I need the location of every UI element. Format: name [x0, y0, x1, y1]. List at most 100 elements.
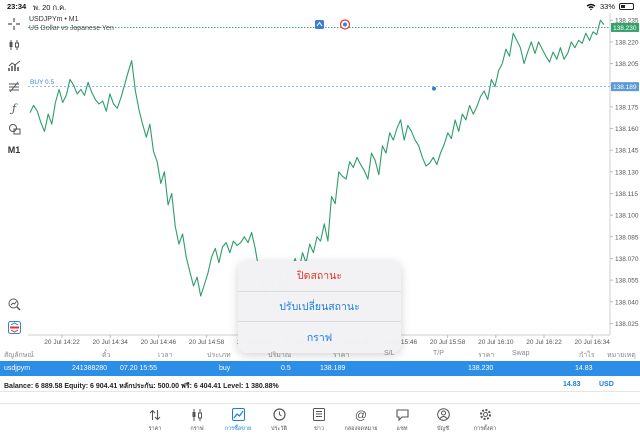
position-row[interactable]: usdjpym 241388280 07.20 15:55 buy 0.5 13…	[0, 361, 640, 376]
row-ticket: 241388280	[72, 365, 108, 372]
tab-label: การตั้งค่า	[473, 426, 497, 432]
position-line-label: BUY 0.5	[30, 79, 54, 86]
chart-type-candles-icon[interactable]	[6, 38, 22, 52]
price-tick-label: 138.205	[615, 61, 639, 68]
tab-mailbox[interactable]: @ กล่องจดหมาย	[341, 407, 381, 433]
tab-charts[interactable]: กราฟ	[177, 407, 217, 433]
col-symbol: สัญลักษณ์	[4, 352, 34, 359]
col-comment: หมายเหตุ	[607, 352, 636, 359]
col-swap: Swap	[512, 350, 530, 357]
price-tick-label: 138.130	[615, 169, 639, 176]
col-tp: T/P	[433, 350, 444, 357]
objects-icon[interactable]	[6, 80, 22, 94]
col-time: เวลา	[158, 352, 173, 359]
price-tick-label: 138.220	[615, 39, 639, 46]
current-price-badge	[611, 22, 639, 32]
col-volume: ปริมาณ	[268, 352, 292, 359]
time-tick-label: 20 Jul 14:22	[44, 339, 80, 346]
symbol-title: USDJPYm • M1	[29, 16, 79, 23]
function-icon[interactable]: ƒ	[11, 101, 17, 115]
position-price-label: 138.189	[613, 84, 637, 91]
price-tick-label: 138.235	[615, 18, 639, 25]
tab-news[interactable]: ข่าว	[299, 407, 339, 433]
zoom-icon[interactable]	[6, 297, 22, 311]
row-profit: 14.83	[575, 365, 593, 372]
settings-gear-icon	[465, 407, 505, 422]
positions-table-header: สัญลักษณ์ ตั๋ว เวลา ประเภท ปริมาณ ราคา S…	[0, 348, 640, 360]
price-chart[interactable]: 138.235138.220138.205138.190138.175138.1…	[28, 13, 640, 348]
buy-button-dot	[343, 22, 347, 27]
tab-label: กราฟ	[190, 426, 204, 432]
balance-summary: Balance: 6 889.58 Equity: 6 904.41 หลักป…	[4, 383, 279, 390]
time-tick-label: 20 Jul 14:58	[189, 339, 225, 346]
price-tick-label: 138.175	[615, 104, 639, 111]
price-series-line	[29, 19, 605, 301]
col-ticket: ตั๋ว	[102, 352, 111, 359]
trade-entry-marker	[432, 86, 436, 91]
price-tick-label: 138.100	[615, 213, 639, 220]
time-tick-label: 20 Jul 14:46	[141, 339, 177, 346]
history-clock-icon	[259, 407, 299, 422]
tab-history[interactable]: ประวัติ	[259, 407, 299, 433]
row-symbol: usdjpym	[4, 365, 31, 372]
time-tick-label: 20 Jul 16:10	[478, 339, 514, 346]
position-action-sheet: ปิดสถานะ ปรับเปลี่ยนสถานะ กราฟ	[238, 261, 401, 353]
wifi-icon	[586, 3, 596, 10]
tab-label: กล่องจดหมาย	[344, 426, 378, 432]
symbol-description: US Dollar vs Japanese Yen	[29, 25, 114, 32]
row-volume: 0.5	[281, 365, 291, 372]
time-tick-label: 20 Jul 16:34	[574, 339, 610, 346]
battery-percent: 33%	[599, 2, 615, 11]
tab-accounts[interactable]: บัญชี	[423, 407, 463, 433]
sell-arrow	[316, 21, 323, 27]
position-price-badge	[611, 82, 639, 92]
modify-position-option[interactable]: ปรับเปลี่ยนสถานะ	[238, 292, 401, 323]
time-tick-label: 20 Jul 14:34	[92, 339, 128, 346]
price-tick-label: 138.025	[615, 321, 639, 328]
crosshair-icon[interactable]	[6, 17, 22, 31]
time-tick-label: 20 Jul 15:58	[430, 339, 466, 346]
battery-icon	[619, 3, 634, 10]
mailbox-at-icon: @	[354, 407, 368, 422]
tab-label: ราคา	[148, 426, 162, 432]
date: พ. 20 ก.ค.	[33, 3, 67, 12]
news-icon	[299, 407, 339, 422]
clock: 23:34	[7, 2, 27, 11]
row-open-price: 138.189	[320, 365, 346, 372]
close-position-option[interactable]: ปิดสถานะ	[238, 261, 401, 292]
row-price: 138.230	[468, 365, 494, 372]
time-tick-label: 20 Jul 16:22	[526, 339, 562, 346]
chart-option[interactable]: กราฟ	[306, 331, 333, 344]
account-currency: USD	[599, 381, 614, 388]
row-type: buy	[219, 365, 231, 372]
indicators-icon[interactable]	[6, 59, 22, 73]
total-profit: 14.83	[563, 381, 581, 388]
col-open-price: ราคา	[333, 352, 350, 359]
price-tick-label: 138.115	[615, 191, 638, 198]
balance-bar: Balance: 6 889.58 Equity: 6 904.41 หลักป…	[0, 378, 640, 392]
price-tick-label: 138.040	[615, 299, 639, 306]
shapes-icon[interactable]	[6, 122, 22, 136]
trade-chart-icon	[218, 407, 258, 422]
tab-settings[interactable]: การตั้งค่า	[465, 407, 505, 433]
candlestick-icon	[177, 407, 217, 422]
tab-label: บัญชี	[437, 426, 449, 432]
chart-canvas[interactable]: 138.235138.220138.205138.190138.175138.1…	[28, 13, 640, 348]
col-profit: กำไร	[579, 352, 595, 359]
price-tick-label: 138.145	[615, 148, 639, 155]
tab-chat[interactable]: แชท	[382, 407, 422, 433]
tab-label: การซื้อขาย	[224, 426, 252, 432]
tab-quotes[interactable]: ราคา	[135, 407, 175, 433]
price-tick-label: 138.070	[615, 256, 639, 263]
quotes-arrows-icon	[135, 407, 175, 422]
tab-label: ประวัติ	[270, 426, 288, 432]
price-tick-label: 138.085	[615, 234, 639, 241]
col-type: ประเภท	[207, 352, 231, 359]
chat-icon	[382, 407, 422, 422]
row-time: 07.20 15:55	[120, 365, 157, 372]
timeframe-button[interactable]: M1	[7, 145, 21, 155]
tab-trade[interactable]: การซื้อขาย	[218, 407, 258, 433]
symbol-info: USDJPYm • M1 US Dollar vs Japanese Yen	[29, 15, 114, 33]
tab-label: แชท	[396, 426, 408, 432]
one-click-trading-icon[interactable]	[6, 320, 22, 334]
